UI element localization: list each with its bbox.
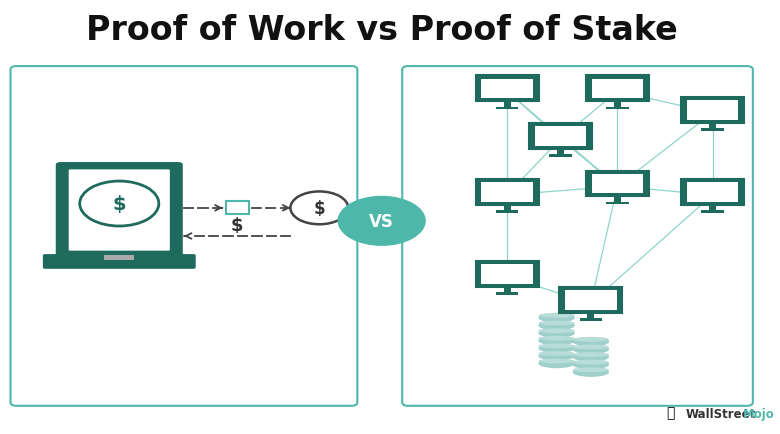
Bar bbox=[709, 123, 716, 129]
Bar bbox=[496, 107, 519, 110]
Bar bbox=[496, 211, 519, 214]
Bar bbox=[476, 180, 538, 205]
Text: $: $ bbox=[314, 199, 325, 217]
Bar bbox=[701, 129, 724, 132]
Ellipse shape bbox=[538, 321, 575, 326]
Bar bbox=[504, 102, 511, 107]
Bar bbox=[586, 76, 649, 102]
Ellipse shape bbox=[538, 329, 575, 333]
Bar bbox=[481, 265, 533, 284]
FancyBboxPatch shape bbox=[104, 256, 134, 260]
Bar bbox=[681, 98, 744, 123]
Bar bbox=[591, 79, 644, 99]
Ellipse shape bbox=[573, 337, 609, 342]
Text: $: $ bbox=[112, 194, 126, 214]
FancyBboxPatch shape bbox=[69, 170, 170, 251]
Bar bbox=[534, 127, 587, 146]
Bar bbox=[481, 183, 533, 202]
Text: $: $ bbox=[231, 216, 243, 234]
Bar bbox=[504, 287, 511, 293]
Circle shape bbox=[290, 192, 348, 225]
Bar bbox=[529, 124, 592, 149]
Ellipse shape bbox=[573, 368, 609, 377]
Ellipse shape bbox=[538, 336, 575, 341]
Ellipse shape bbox=[538, 344, 575, 353]
Bar bbox=[686, 183, 739, 202]
Ellipse shape bbox=[538, 313, 575, 318]
FancyBboxPatch shape bbox=[43, 254, 196, 269]
Bar bbox=[701, 211, 724, 214]
Bar bbox=[549, 155, 572, 157]
Bar bbox=[476, 262, 538, 287]
Bar bbox=[557, 149, 564, 155]
Ellipse shape bbox=[573, 352, 609, 357]
Circle shape bbox=[80, 182, 159, 227]
Bar bbox=[496, 293, 519, 295]
Ellipse shape bbox=[538, 351, 575, 356]
Bar bbox=[606, 202, 629, 205]
Ellipse shape bbox=[573, 352, 609, 362]
Ellipse shape bbox=[538, 336, 575, 345]
FancyBboxPatch shape bbox=[56, 163, 183, 258]
Bar bbox=[481, 79, 533, 99]
Bar bbox=[614, 102, 621, 107]
Bar bbox=[559, 288, 622, 313]
Ellipse shape bbox=[573, 360, 609, 365]
Ellipse shape bbox=[538, 344, 575, 349]
Ellipse shape bbox=[573, 360, 609, 369]
Text: Mojo: Mojo bbox=[743, 407, 775, 420]
Ellipse shape bbox=[538, 359, 575, 364]
Ellipse shape bbox=[538, 321, 575, 330]
Ellipse shape bbox=[573, 345, 609, 354]
Text: VS: VS bbox=[369, 212, 394, 230]
Ellipse shape bbox=[538, 359, 575, 368]
Ellipse shape bbox=[573, 337, 609, 347]
FancyBboxPatch shape bbox=[225, 202, 249, 215]
FancyBboxPatch shape bbox=[10, 67, 357, 406]
Bar bbox=[591, 174, 644, 194]
Bar bbox=[709, 205, 716, 211]
Ellipse shape bbox=[538, 351, 575, 361]
Bar bbox=[686, 101, 739, 120]
Circle shape bbox=[338, 196, 426, 247]
Bar bbox=[504, 205, 511, 211]
Bar bbox=[614, 197, 621, 202]
Ellipse shape bbox=[573, 345, 609, 349]
Ellipse shape bbox=[538, 329, 575, 338]
Bar bbox=[586, 171, 649, 197]
Text: Proof of Work vs Proof of Stake: Proof of Work vs Proof of Stake bbox=[86, 14, 678, 47]
Bar bbox=[565, 291, 617, 310]
Bar bbox=[580, 319, 602, 321]
Ellipse shape bbox=[573, 368, 609, 372]
Ellipse shape bbox=[538, 313, 575, 323]
FancyBboxPatch shape bbox=[402, 67, 753, 406]
Bar bbox=[606, 107, 629, 110]
Bar bbox=[587, 313, 594, 319]
Text: WallStreet: WallStreet bbox=[686, 407, 756, 420]
Bar bbox=[681, 180, 744, 205]
Text: 🎩: 🎩 bbox=[667, 406, 675, 420]
Bar bbox=[476, 76, 538, 102]
